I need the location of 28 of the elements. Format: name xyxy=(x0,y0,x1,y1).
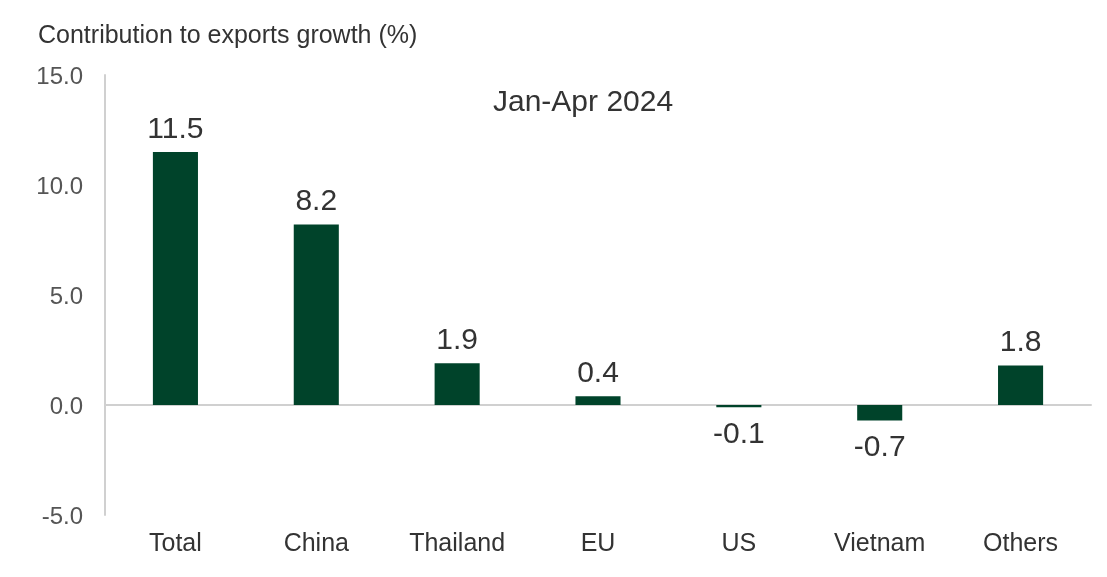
bar xyxy=(575,396,621,405)
y-tick-label: 5.0 xyxy=(49,281,83,309)
y-tick-label: 0.0 xyxy=(49,391,83,419)
chart-title: Jan-Apr 2024 xyxy=(493,83,674,117)
data-label: 1.8 xyxy=(999,323,1042,357)
bar xyxy=(716,405,762,408)
bar xyxy=(434,363,480,405)
x-tick-label: EU xyxy=(580,527,616,556)
bar xyxy=(152,152,198,405)
x-tick-label: Thailand xyxy=(409,527,506,556)
data-label: 11.5 xyxy=(147,110,204,144)
y-axis-title: Contribution to exports growth (%) xyxy=(38,19,418,48)
bar xyxy=(998,365,1044,405)
data-label: -0.1 xyxy=(713,415,765,449)
x-tick-label: Vietnam xyxy=(834,527,926,556)
data-label: 0.4 xyxy=(577,354,619,388)
data-label: -0.7 xyxy=(853,428,906,462)
y-tick-label: -5.0 xyxy=(41,501,83,529)
y-tick-label: 15.0 xyxy=(36,61,83,89)
data-label: 1.9 xyxy=(436,321,478,355)
bar xyxy=(293,224,339,405)
x-tick-label: Others xyxy=(983,527,1059,556)
bar xyxy=(857,405,903,421)
x-tick-label: China xyxy=(283,527,350,556)
x-tick-label: Total xyxy=(149,527,202,556)
x-tick-label: US xyxy=(721,527,757,556)
data-label: 8.2 xyxy=(295,183,338,217)
y-tick-label: 10.0 xyxy=(36,171,83,199)
